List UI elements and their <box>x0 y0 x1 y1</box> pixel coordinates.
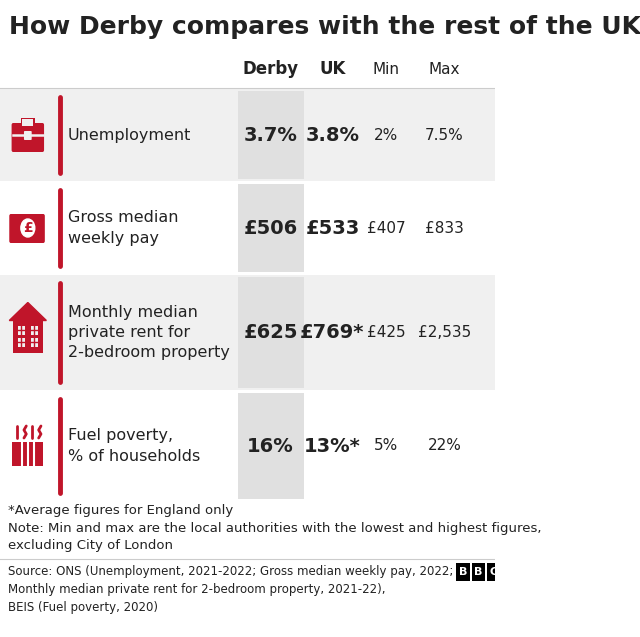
Text: B: B <box>459 567 467 577</box>
FancyBboxPatch shape <box>13 320 42 352</box>
FancyBboxPatch shape <box>238 184 304 272</box>
Text: Unemployment: Unemployment <box>68 127 191 143</box>
FancyBboxPatch shape <box>24 131 32 140</box>
FancyBboxPatch shape <box>0 89 495 181</box>
Text: 3.8%: 3.8% <box>305 125 360 145</box>
Text: 22%: 22% <box>428 438 461 454</box>
Text: 13%*: 13%* <box>304 436 361 455</box>
Text: 7.5%: 7.5% <box>425 127 464 143</box>
Text: Fuel poverty,
% of households: Fuel poverty, % of households <box>68 428 200 464</box>
FancyBboxPatch shape <box>472 563 485 581</box>
Text: Max: Max <box>429 62 460 76</box>
FancyBboxPatch shape <box>487 563 501 581</box>
FancyBboxPatch shape <box>238 393 304 499</box>
Text: Derby: Derby <box>243 60 299 78</box>
Circle shape <box>21 219 35 237</box>
FancyBboxPatch shape <box>18 326 25 334</box>
Text: Source: ONS (Unemployment, 2021-2022; Gross median weekly pay, 2022;
Monthly med: Source: ONS (Unemployment, 2021-2022; Gr… <box>8 565 453 614</box>
FancyBboxPatch shape <box>456 563 470 581</box>
FancyBboxPatch shape <box>238 91 304 179</box>
FancyBboxPatch shape <box>0 182 495 274</box>
FancyBboxPatch shape <box>0 275 495 390</box>
FancyBboxPatch shape <box>9 214 45 243</box>
Text: £769*: £769* <box>300 323 365 342</box>
FancyBboxPatch shape <box>31 326 38 334</box>
Text: £2,535: £2,535 <box>418 325 471 340</box>
Text: 5%: 5% <box>374 438 399 454</box>
FancyBboxPatch shape <box>31 338 38 347</box>
Text: 16%: 16% <box>247 436 294 455</box>
Text: £833: £833 <box>425 220 464 236</box>
FancyBboxPatch shape <box>0 391 495 501</box>
Text: UK: UK <box>319 60 346 78</box>
FancyBboxPatch shape <box>12 123 44 152</box>
Text: £533: £533 <box>305 218 360 238</box>
FancyBboxPatch shape <box>238 277 304 388</box>
FancyBboxPatch shape <box>22 119 33 126</box>
Text: £425: £425 <box>367 325 406 340</box>
Text: Monthly median
private rent for
2-bedroom property: Monthly median private rent for 2-bedroo… <box>68 304 230 361</box>
Text: 2%: 2% <box>374 127 399 143</box>
Text: £: £ <box>23 221 33 235</box>
Text: Gross median
weekly pay: Gross median weekly pay <box>68 210 179 246</box>
FancyBboxPatch shape <box>18 338 25 347</box>
Text: £407: £407 <box>367 220 406 236</box>
Text: £625: £625 <box>243 323 298 342</box>
Text: C: C <box>490 567 498 577</box>
Text: 3.7%: 3.7% <box>244 125 298 145</box>
Text: £506: £506 <box>243 218 298 238</box>
FancyBboxPatch shape <box>12 442 44 466</box>
Text: Min: Min <box>373 62 400 76</box>
FancyBboxPatch shape <box>21 118 35 127</box>
Polygon shape <box>9 303 46 320</box>
Text: Note: Min and max are the local authorities with the lowest and highest figures,: Note: Min and max are the local authorit… <box>8 522 541 552</box>
Text: *Average figures for England only: *Average figures for England only <box>8 504 233 517</box>
Text: How Derby compares with the rest of the UK: How Derby compares with the rest of the … <box>9 15 640 39</box>
Text: B: B <box>474 567 483 577</box>
